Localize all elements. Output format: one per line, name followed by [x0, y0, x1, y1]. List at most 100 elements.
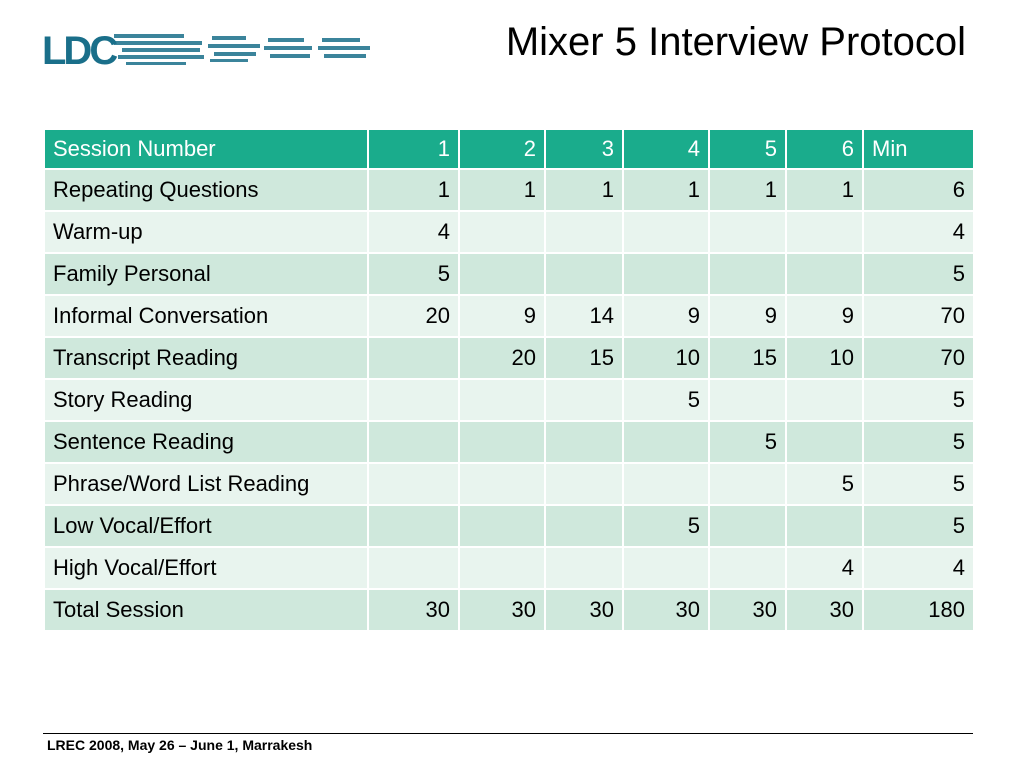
table-cell: 30 — [785, 588, 864, 632]
table-cell — [622, 210, 710, 254]
table-cell: 5 — [622, 378, 710, 422]
table-cell — [622, 420, 710, 464]
table-cell — [708, 504, 787, 548]
table-row: Total Session 30 30 30 30 30 30 180 — [43, 588, 975, 632]
column-header-session-number: Session Number — [43, 128, 369, 170]
table-cell: 9 — [785, 294, 864, 338]
table-cell: 10 — [622, 336, 710, 380]
table-cell — [458, 462, 546, 506]
row-label: Repeating Questions — [43, 168, 369, 212]
table-cell: 1 — [708, 168, 787, 212]
table-cell — [458, 546, 546, 590]
table-cell — [708, 546, 787, 590]
table-cell — [544, 420, 624, 464]
row-label: Transcript Reading — [43, 336, 369, 380]
table-cell: 1 — [458, 168, 546, 212]
table-cell: 4 — [862, 546, 975, 590]
table-cell — [785, 210, 864, 254]
table-cell — [367, 504, 460, 548]
table-row: Family Personal 5 5 — [43, 252, 975, 296]
table-cell: 14 — [544, 294, 624, 338]
table-row: High Vocal/Effort 4 4 — [43, 546, 975, 590]
table-cell — [622, 546, 710, 590]
table-row: Informal Conversation 20 9 14 9 9 9 70 — [43, 294, 975, 338]
table-cell — [785, 252, 864, 296]
table-cell: 1 — [622, 168, 710, 212]
table-cell: 5 — [622, 504, 710, 548]
table-cell: 5 — [367, 252, 460, 296]
table-row: Phrase/Word List Reading 5 5 — [43, 462, 975, 506]
table-row: Low Vocal/Effort 5 5 — [43, 504, 975, 548]
table-cell — [458, 252, 546, 296]
table-cell: 9 — [708, 294, 787, 338]
table-cell — [622, 252, 710, 296]
footer-divider — [43, 733, 973, 734]
table-cell — [785, 420, 864, 464]
table-row: Sentence Reading 5 5 — [43, 420, 975, 464]
row-label: Warm-up — [43, 210, 369, 254]
table-row: Story Reading 5 5 — [43, 378, 975, 422]
row-label: Phrase/Word List Reading — [43, 462, 369, 506]
table-row: Repeating Questions 1 1 1 1 1 1 6 — [43, 168, 975, 212]
table-cell: 4 — [862, 210, 975, 254]
table-cell — [708, 462, 787, 506]
table-cell — [458, 210, 546, 254]
table-cell: 5 — [862, 420, 975, 464]
table-cell: 5 — [862, 462, 975, 506]
table-cell — [544, 252, 624, 296]
table-cell — [622, 462, 710, 506]
table-cell — [544, 504, 624, 548]
table-body: Repeating Questions 1 1 1 1 1 1 6 Warm-up 4 4 Famil… — [43, 168, 975, 632]
table-cell: 5 — [862, 378, 975, 422]
row-label: High Vocal/Effort — [43, 546, 369, 590]
footer-text: LREC 2008, May 26 – June 1, Marrakesh — [47, 737, 313, 753]
column-header-session-5: 5 — [708, 128, 787, 170]
table-cell: 5 — [862, 504, 975, 548]
table-cell — [785, 378, 864, 422]
table-row: Warm-up 4 4 — [43, 210, 975, 254]
table-cell: 9 — [622, 294, 710, 338]
table-header-row: Session Number 1 2 3 4 5 6 Min — [43, 128, 975, 170]
table-cell: 30 — [708, 588, 787, 632]
table-cell — [544, 378, 624, 422]
table-cell — [544, 462, 624, 506]
table-cell — [458, 378, 546, 422]
table-cell: 70 — [862, 294, 975, 338]
logo-wave-graphic — [114, 34, 370, 65]
table-cell: 5 — [862, 252, 975, 296]
interview-protocol-table: Session Number 1 2 3 4 5 6 Min Repeating Questi… — [43, 128, 975, 632]
table-cell — [544, 546, 624, 590]
table-cell: 30 — [458, 588, 546, 632]
row-label: Family Personal — [43, 252, 369, 296]
table-cell: 15 — [544, 336, 624, 380]
column-header-session-2: 2 — [458, 128, 546, 170]
table-cell — [544, 210, 624, 254]
table-cell: 4 — [367, 210, 460, 254]
table-cell — [708, 210, 787, 254]
column-header-session-1: 1 — [367, 128, 460, 170]
table-cell: 5 — [708, 420, 787, 464]
page-title: Mixer 5 Interview Protocol — [505, 20, 966, 64]
table-cell: 30 — [544, 588, 624, 632]
table-cell: 6 — [862, 168, 975, 212]
table-cell: 1 — [367, 168, 460, 212]
ldc-logo: LDC — [42, 28, 392, 73]
table-cell: 1 — [544, 168, 624, 212]
table-cell — [708, 252, 787, 296]
table-cell: 4 — [785, 546, 864, 590]
row-label: Total Session — [43, 588, 369, 632]
ldc-logo-graphic: LDC — [42, 29, 370, 73]
table-cell: 70 — [862, 336, 975, 380]
table-cell: 9 — [458, 294, 546, 338]
column-header-session-3: 3 — [544, 128, 624, 170]
table-cell — [367, 462, 460, 506]
column-header-session-4: 4 — [622, 128, 710, 170]
table-cell: 30 — [622, 588, 710, 632]
table-row: Transcript Reading 20 15 10 15 10 70 — [43, 336, 975, 380]
table-cell — [785, 504, 864, 548]
table-cell: 5 — [785, 462, 864, 506]
table-cell: 30 — [367, 588, 460, 632]
table-cell — [367, 420, 460, 464]
table-cell — [367, 336, 460, 380]
table-cell — [458, 504, 546, 548]
